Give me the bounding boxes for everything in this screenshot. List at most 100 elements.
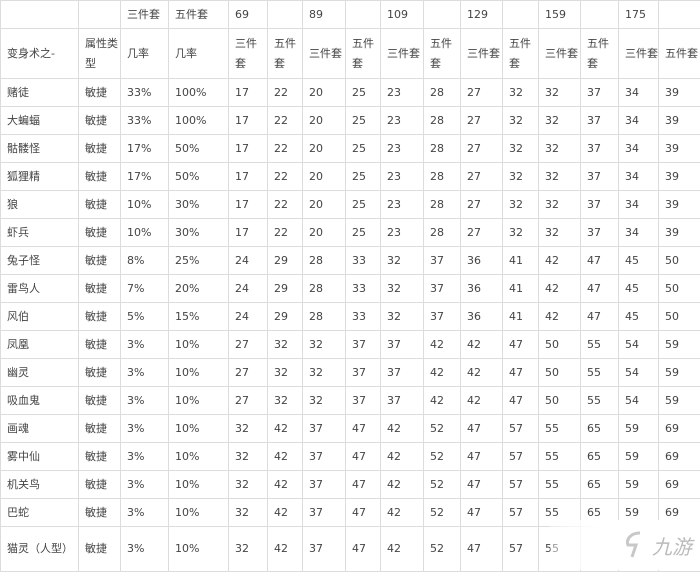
table-cell: 敏捷 [79, 471, 121, 499]
table-cell: 10% [169, 471, 229, 499]
table-cell: 54 [619, 387, 659, 415]
table-cell: 敏捷 [79, 107, 121, 135]
table-cell: 23 [381, 191, 424, 219]
table-cell: 37 [581, 219, 619, 247]
table-cell: 敏捷 [79, 499, 121, 527]
table-cell: 27 [461, 163, 503, 191]
table-cell: 34 [619, 79, 659, 107]
table-cell: 狐狸精 [1, 163, 79, 191]
table-cell: 27 [461, 219, 503, 247]
table-cell: 50 [659, 247, 700, 275]
watermark-text: 九游 [652, 531, 692, 560]
table-cell: 52 [424, 471, 461, 499]
table-cell: 25 [346, 191, 381, 219]
table-cell: 10% [121, 191, 169, 219]
table-cell: 33 [346, 247, 381, 275]
table-cell: 32 [503, 135, 539, 163]
table-cell: 三件套 [303, 29, 346, 79]
table-cell: 3% [121, 527, 169, 572]
table-cell: 30% [169, 219, 229, 247]
table-cell: 27 [229, 359, 268, 387]
table-cell: 42 [424, 331, 461, 359]
table-cell: 37 [346, 331, 381, 359]
table-cell: 敏捷 [79, 303, 121, 331]
table-cell: 47 [346, 471, 381, 499]
table-cell: 34 [619, 107, 659, 135]
table-cell: 32 [229, 415, 268, 443]
table-cell: 敏捷 [79, 527, 121, 572]
table-cell: 37 [424, 303, 461, 331]
table-cell: 59 [619, 471, 659, 499]
table-cell: 几率 [121, 29, 169, 79]
table-cell: 45 [619, 303, 659, 331]
table-cell: 32 [229, 443, 268, 471]
table-cell: 三件套 [381, 29, 424, 79]
table-cell: 47 [346, 527, 381, 572]
table-cell: 42 [268, 499, 303, 527]
table-cell: 39 [659, 79, 700, 107]
table-cell: 47 [346, 499, 381, 527]
table-cell [79, 1, 121, 29]
table-cell: 32 [539, 191, 581, 219]
table-cell: 89 [303, 1, 346, 29]
table-cell: 42 [381, 415, 424, 443]
table-cell: 17 [229, 107, 268, 135]
table-cell: 41 [503, 247, 539, 275]
table-cell: 大蝙蝠 [1, 107, 79, 135]
table-cell: 17% [121, 163, 169, 191]
table-cell: 50 [659, 275, 700, 303]
table-cell: 17 [229, 163, 268, 191]
table-cell: 32 [503, 191, 539, 219]
table-cell: 22 [268, 135, 303, 163]
table-cell: 37 [581, 191, 619, 219]
table-cell: 34 [619, 135, 659, 163]
table-cell: 39 [659, 107, 700, 135]
table-cell: 47 [503, 359, 539, 387]
table-cell: 27 [461, 135, 503, 163]
table-cell: 32 [268, 331, 303, 359]
table-cell: 23 [381, 135, 424, 163]
table-cell: 36 [461, 303, 503, 331]
table-cell: 47 [581, 247, 619, 275]
table-cell: 42 [461, 331, 503, 359]
table-cell: 37 [581, 107, 619, 135]
table-cell: 变身术之- [1, 29, 79, 79]
table-cell: 33 [346, 303, 381, 331]
table-cell: 敏捷 [79, 79, 121, 107]
table-cell: 65 [581, 415, 619, 443]
table-cell: 52 [424, 499, 461, 527]
table-cell: 32 [539, 79, 581, 107]
table-cell: 10% [121, 219, 169, 247]
table-cell: 37 [303, 443, 346, 471]
table-cell: 47 [581, 275, 619, 303]
table-cell: 36 [461, 247, 503, 275]
table-cell: 59 [659, 359, 700, 387]
table-cell: 59 [659, 387, 700, 415]
table-cell: 32 [229, 471, 268, 499]
table-cell: 45 [619, 247, 659, 275]
table-cell [424, 1, 461, 29]
table-cell [268, 1, 303, 29]
table-cell: 32 [381, 247, 424, 275]
table-cell: 五件套 [581, 29, 619, 79]
table-cell: 20 [303, 191, 346, 219]
table-cell: 41 [503, 303, 539, 331]
table-cell: 敏捷 [79, 359, 121, 387]
table-cell: 55 [539, 415, 581, 443]
table-cell: 37 [303, 415, 346, 443]
table-cell: 52 [424, 443, 461, 471]
table-cell: 29 [268, 303, 303, 331]
table-cell: 37 [346, 359, 381, 387]
table-cell: 50 [539, 387, 581, 415]
table-cell: 32 [539, 163, 581, 191]
table-cell: 42 [539, 303, 581, 331]
table-cell: 33% [121, 107, 169, 135]
table-cell: 36 [461, 275, 503, 303]
